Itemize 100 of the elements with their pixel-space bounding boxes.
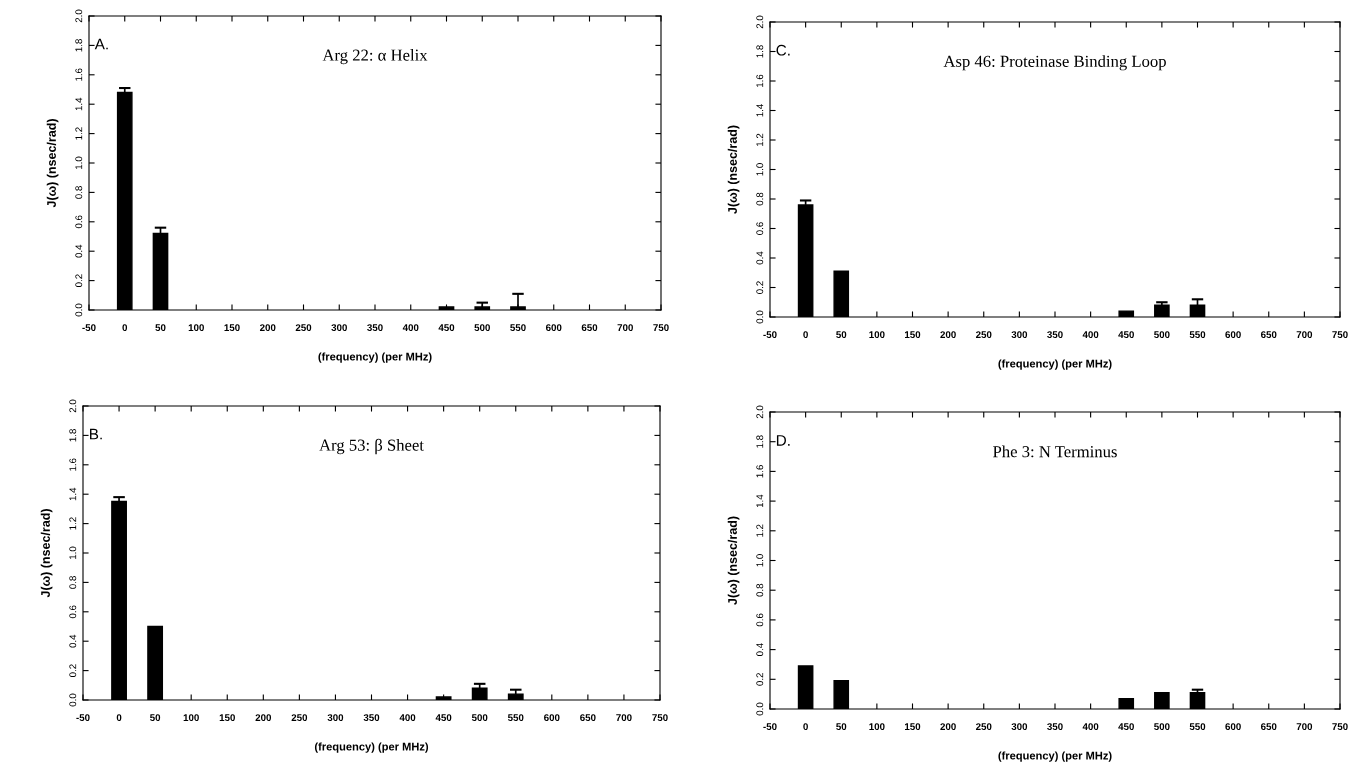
y-tick-label: 1.4 [756,494,764,508]
y-tick-label: 1.4 [69,487,77,501]
x-tick-label: 300 [1011,331,1028,339]
y-tick-label: 0.6 [756,222,764,235]
x-tick-label: 500 [1154,331,1170,339]
y-tick-label: 0.8 [756,192,764,206]
x-axis-title: (frequency) (per MHz) [318,352,432,363]
x-tick-label: 0 [122,324,128,332]
x-tick-label: 500 [471,714,488,722]
x-tick-label: 450 [1118,331,1134,339]
x-tick-label: 600 [1225,723,1241,731]
y-tick-label: 0.2 [756,281,764,294]
y-tick-label: 0.0 [756,702,764,716]
x-tick-label: 550 [507,714,524,722]
x-tick-label: 750 [1332,331,1348,339]
x-tick-label: 650 [580,714,596,722]
x-tick-label: 700 [616,714,632,722]
y-axis-title: J(ω) (nsec/rad) [46,119,59,208]
y-tick-label: 2.0 [75,9,83,23]
y-tick-label: 1.6 [69,458,77,471]
x-axis-title: (frequency) (per MHz) [314,742,429,753]
x-tick-label: 400 [399,714,416,722]
y-tick-label: 1.2 [756,524,764,537]
y-tick-label: 1.0 [756,163,764,176]
x-tick-label: -50 [763,331,777,339]
x-tick-label: 100 [869,331,885,339]
y-axis-title: J(ω) (nsec/rad) [727,516,740,605]
y-tick-label: 0.4 [69,634,77,648]
y-tick-label: 1.4 [75,97,83,111]
x-tick-label: 350 [1047,723,1063,731]
x-tick-label: 700 [1296,723,1313,731]
x-tick-label: 600 [544,714,560,722]
y-tick-label: 1.2 [756,133,764,147]
x-tick-label: 150 [905,331,921,339]
y-tick-label: 0.6 [756,613,764,627]
x-tick-label: 100 [869,723,885,731]
x-tick-label: 350 [367,324,383,332]
y-tick-label: 0.8 [75,186,83,199]
y-tick-label: 0.6 [69,605,77,619]
x-tick-label: 450 [435,714,452,722]
y-axis-title: J(ω) (nsec/rad) [727,125,740,214]
x-tick-label: 400 [402,324,419,332]
x-tick-label: 100 [188,324,204,332]
y-tick-label: 1.0 [69,546,77,560]
x-tick-label: 450 [438,324,455,332]
y-tick-label: 0.2 [69,664,77,677]
x-tick-label: 450 [1118,723,1134,731]
x-tick-label: 300 [1011,723,1028,731]
x-tick-label: 250 [291,714,308,722]
text: Phe 3: N Terminus [993,445,1117,458]
x-tick-label: 350 [363,714,380,722]
text: Arg 22: α Helix [322,49,428,65]
y-tick-label: 1.2 [75,127,83,140]
x-tick-label: 150 [905,723,921,731]
x-tick-label: 0 [803,723,808,731]
x-tick-label: 400 [1082,723,1099,731]
annotation: C. [776,44,790,56]
x-tick-label: 50 [155,324,166,332]
y-tick-label: 1.8 [756,45,764,58]
y-tick-label: 1.8 [756,435,764,448]
y-tick-label: 1.0 [75,156,83,170]
y-tick-label: 2.0 [69,399,77,413]
y-tick-label: 1.0 [756,554,764,567]
annotation: D. [776,435,790,446]
x-tick-label: 500 [474,324,490,332]
x-tick-label: 550 [510,324,526,332]
x-tick-label: 400 [1082,331,1099,339]
y-tick-label: 0.8 [69,576,77,589]
x-tick-label: 0 [803,331,808,339]
x-tick-label: 50 [150,714,161,722]
y-tick-label: 1.6 [756,74,764,88]
x-tick-label: 600 [546,324,562,332]
y-tick-label: 0.4 [75,244,83,258]
x-tick-label: 250 [975,723,992,731]
x-tick-label: 550 [1189,331,1206,339]
x-tick-label: -50 [76,714,90,722]
y-tick-label: 0.0 [756,310,764,324]
text: Arg 53: β Sheet [319,438,424,455]
x-tick-label: 600 [1225,331,1241,339]
y-tick-label: 1.6 [75,68,83,81]
x-tick-label: 200 [940,723,956,731]
x-tick-label: 750 [1332,723,1348,731]
x-tick-label: 350 [1047,331,1063,339]
x-tick-label: 200 [940,331,956,339]
x-tick-label: 300 [327,714,344,722]
annotation: A. [94,38,108,50]
x-tick-label: 50 [836,331,847,339]
x-tick-label: 700 [1296,331,1313,339]
y-tick-label: 2.0 [756,405,764,419]
x-tick-label: 100 [183,714,199,722]
y-tick-label: 1.6 [756,465,764,478]
x-tick-label: 200 [255,714,272,722]
y-tick-label: 1.4 [756,104,764,117]
x-tick-label: 700 [617,324,633,332]
y-tick-label: 0.2 [756,673,764,686]
x-tick-label: 0 [116,714,122,722]
x-tick-label: 250 [975,331,992,339]
y-tick-label: 1.2 [69,517,77,530]
x-tick-label: 650 [1261,331,1277,339]
x-tick-label: 250 [295,324,312,332]
